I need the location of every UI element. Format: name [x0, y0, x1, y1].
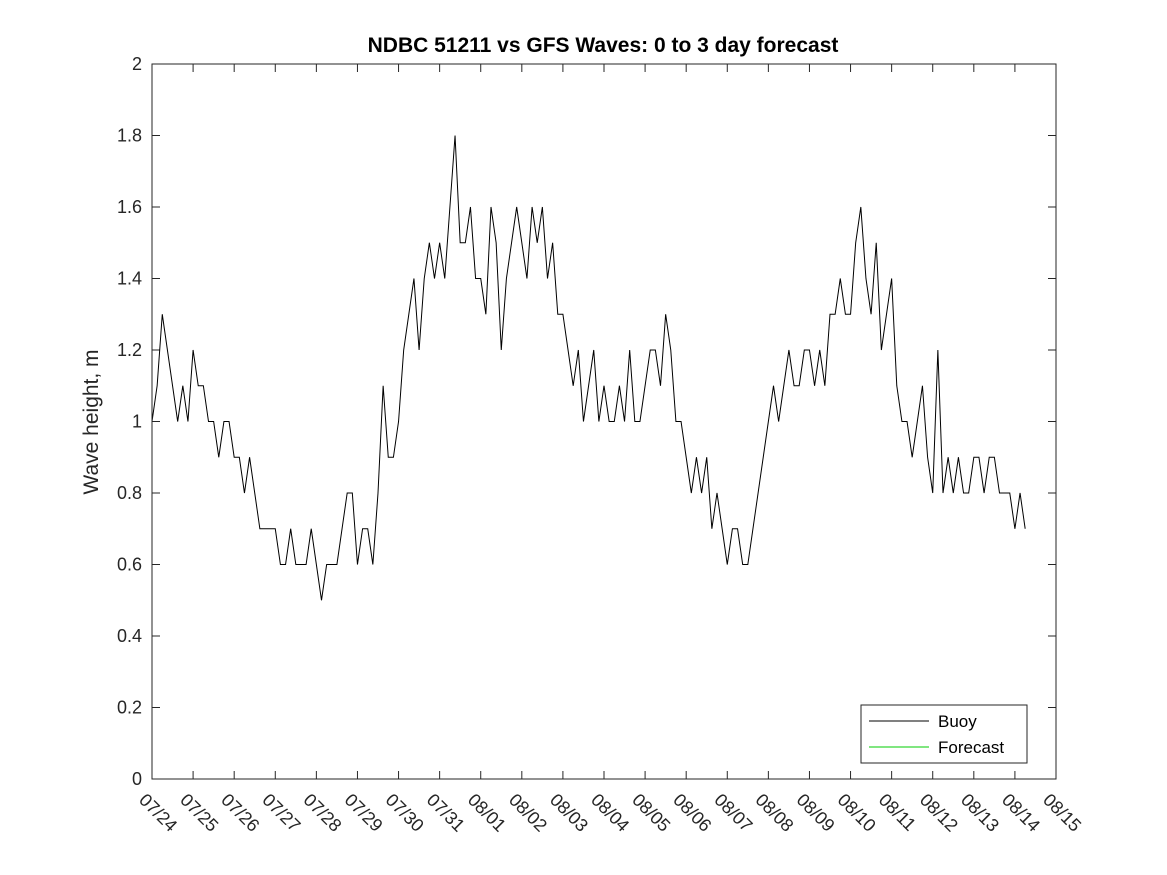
x-tick-label: 08/07 [710, 790, 756, 836]
x-tick-label: 08/06 [669, 790, 715, 836]
x-tick-label: 08/02 [505, 790, 551, 836]
x-tick-label: 08/13 [957, 790, 1003, 836]
x-tick-label: 07/25 [176, 790, 222, 836]
x-tick-label: 07/30 [382, 790, 428, 836]
y-tick-label: 1.4 [117, 269, 142, 289]
y-tick-label: 0.6 [117, 555, 142, 575]
x-tick-label: 08/10 [834, 790, 880, 836]
x-tick-label: 08/04 [587, 790, 633, 836]
y-tick-label: 2 [132, 54, 142, 74]
series-line-buoy [151, 135, 1026, 601]
legend-label-forecast: Forecast [938, 738, 1004, 757]
legend: Buoy Forecast [860, 704, 1028, 764]
y-tick-label: 1 [132, 412, 142, 432]
x-tick-label: 08/05 [628, 790, 674, 836]
y-tick-label: 0.8 [117, 483, 142, 503]
y-tick-label: 1.6 [117, 197, 142, 217]
x-tick-label: 07/29 [341, 790, 387, 836]
y-tick-label: 1.8 [117, 126, 142, 146]
x-tick-label: 07/24 [135, 790, 181, 836]
x-tick-label: 08/03 [546, 790, 592, 836]
y-tick-label: 0.2 [117, 698, 142, 718]
x-tick-label: 07/27 [258, 790, 304, 836]
series-layer [151, 135, 1026, 601]
legend-box [860, 704, 1028, 764]
chart-title: NDBC 51211 vs GFS Waves: 0 to 3 day fore… [368, 34, 839, 57]
x-tick-label: 07/28 [300, 790, 346, 836]
y-tick-label: 0.4 [117, 626, 142, 646]
x-tick-label: 07/31 [423, 790, 469, 836]
x-tick-label: 08/12 [916, 790, 962, 836]
x-tick-label: 07/26 [217, 790, 263, 836]
x-tick-label: 08/11 [875, 790, 920, 835]
x-tick-label: 08/09 [793, 790, 839, 836]
plot-area [152, 64, 1056, 779]
legend-label-buoy: Buoy [938, 712, 977, 731]
x-tick-label: 08/14 [998, 790, 1044, 836]
x-tick-label: 08/15 [1039, 790, 1085, 836]
x-tick-label: 08/08 [752, 790, 798, 836]
y-tick-label: 1.2 [117, 340, 142, 360]
plot-frame [151, 63, 1057, 780]
y-axis-label: Wave height, m [80, 349, 103, 494]
y-tick-label: 0 [132, 769, 142, 789]
x-tick-label: 08/01 [464, 790, 510, 836]
